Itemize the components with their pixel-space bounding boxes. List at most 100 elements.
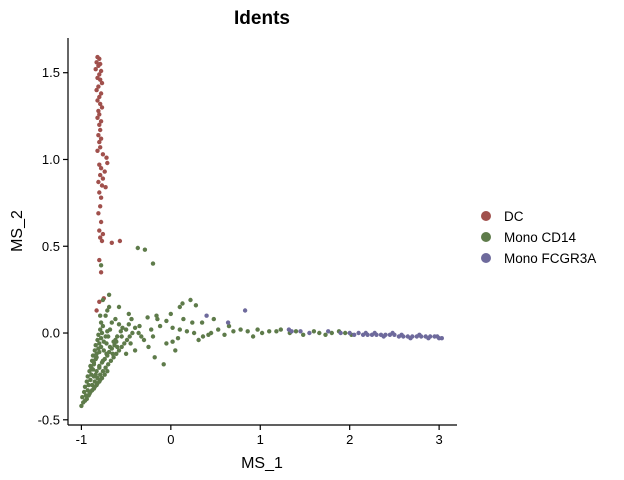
point-1-31 — [250, 334, 256, 339]
point-1-48 — [141, 337, 147, 343]
point-1-148 — [129, 316, 134, 322]
point-1-8 — [106, 304, 112, 310]
point-0-35 — [98, 172, 103, 178]
point-1-95 — [93, 343, 98, 348]
point-2-29 — [439, 336, 444, 341]
point-1-146 — [123, 327, 129, 332]
point-1-61 — [208, 330, 214, 336]
point-0-52 — [98, 270, 104, 275]
legend-marker — [481, 211, 491, 221]
point-1-149 — [132, 325, 138, 330]
point-1-27 — [222, 332, 227, 337]
point-0-33 — [98, 166, 104, 171]
point-1-93 — [92, 348, 98, 353]
point-1-3 — [150, 261, 156, 266]
point-1-156 — [95, 381, 100, 386]
point-1-127 — [118, 329, 124, 334]
point-1-91 — [90, 353, 96, 358]
point-0-53 — [97, 299, 102, 304]
point-0-22 — [97, 122, 102, 128]
point-1-33 — [267, 329, 272, 334]
point-0-17 — [99, 105, 105, 110]
point-1-80 — [86, 382, 91, 388]
point-0-9 — [98, 77, 103, 82]
point-0-19 — [97, 112, 102, 117]
legend-label: Mono FCGR3A — [504, 251, 596, 266]
point-1-67 — [154, 313, 159, 318]
point-1-14 — [149, 327, 154, 332]
point-1-158 — [91, 374, 97, 379]
point-1-164 — [106, 349, 112, 355]
point-1-167 — [114, 339, 119, 344]
point-1-144 — [116, 322, 122, 327]
point-1-154 — [89, 388, 95, 393]
point-2-9 — [352, 332, 357, 337]
point-1-36 — [293, 329, 299, 334]
x-tick-label: 2 — [346, 432, 353, 447]
point-1-79 — [82, 384, 88, 389]
point-1-16 — [193, 303, 199, 308]
point-1-47 — [146, 344, 151, 350]
point-1-143 — [113, 316, 118, 322]
legend-marker — [481, 253, 491, 263]
point-1-173 — [101, 339, 107, 344]
point-2-39 — [298, 329, 303, 334]
point-1-4 — [106, 292, 112, 297]
point-1-32 — [259, 330, 265, 336]
point-0-14 — [97, 94, 102, 100]
point-1-81 — [84, 379, 90, 384]
point-1-26 — [216, 327, 221, 332]
point-2-1 — [204, 313, 209, 318]
point-1-18 — [190, 320, 195, 325]
point-0-11 — [96, 84, 101, 89]
point-1-63 — [150, 334, 156, 339]
point-1-10 — [145, 315, 150, 320]
point-2-0 — [242, 308, 248, 313]
point-1-12 — [164, 318, 169, 324]
legend: DC Mono CD14 Mono FCGR3A — [481, 209, 596, 266]
point-1-114 — [116, 348, 122, 353]
y-tick-label: 0.5 — [42, 239, 60, 254]
point-1-75 — [80, 395, 85, 400]
legend-marker — [481, 232, 491, 242]
point-1-101 — [98, 327, 103, 332]
point-0-31 — [105, 160, 110, 166]
point-1-50 — [128, 341, 133, 346]
point-1-60 — [200, 334, 206, 339]
point-0-6 — [98, 68, 104, 74]
point-1-110 — [106, 362, 111, 367]
point-0-45 — [97, 228, 102, 233]
point-1-29 — [238, 327, 243, 332]
point-1-13 — [137, 323, 142, 329]
point-1-140 — [109, 320, 115, 325]
point-1-107 — [98, 372, 103, 377]
point-1-43 — [343, 330, 348, 336]
point-1-111 — [108, 358, 114, 363]
points-layer — [79, 54, 444, 409]
point-2-35 — [408, 336, 413, 341]
point-2-38 — [435, 334, 440, 339]
point-0-50 — [117, 238, 123, 244]
point-1-69 — [226, 323, 232, 329]
point-1-162 — [102, 356, 107, 362]
point-2-8 — [347, 330, 352, 336]
point-1-126 — [115, 334, 120, 339]
point-1-68 — [211, 316, 216, 322]
point-1-1 — [142, 247, 148, 252]
point-1-82 — [88, 377, 93, 383]
point-1-46 — [173, 348, 178, 353]
point-1-159 — [94, 369, 99, 374]
point-0-23 — [98, 127, 103, 133]
point-1-163 — [105, 353, 110, 358]
point-1-73 — [79, 403, 84, 409]
point-0-21 — [98, 119, 104, 124]
point-0-25 — [98, 136, 104, 141]
y-axis-title: MS_2 — [9, 210, 26, 252]
point-1-157 — [98, 377, 103, 383]
point-1-45 — [164, 341, 169, 346]
point-1-39 — [317, 330, 322, 336]
point-1-168 — [89, 365, 94, 370]
point-1-28 — [231, 329, 236, 334]
point-1-96 — [97, 341, 102, 346]
